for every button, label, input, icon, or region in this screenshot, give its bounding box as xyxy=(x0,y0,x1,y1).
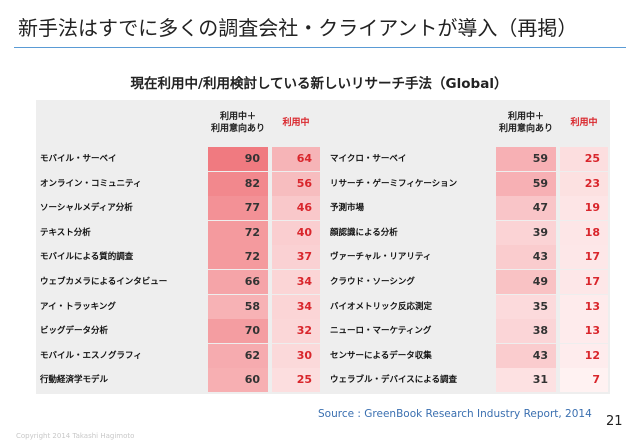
method-label: ヴァーチャル・リアリティ xyxy=(330,252,432,263)
value-using-or-planning: 31 xyxy=(496,368,556,393)
header-using-label: 利用中 xyxy=(570,118,598,128)
header-using-or-planning-label: 利用中＋ 利用意向あり xyxy=(210,112,265,134)
value-using-or-planning: 90 xyxy=(208,147,268,171)
title-divider xyxy=(14,47,626,48)
value-using: 18 xyxy=(560,220,608,245)
methods-table: 利用中＋ 利用意向あり 利用中 モバイル・サーベイ 90 64 オンライン・コミュニテ… xyxy=(36,100,610,394)
method-label: ビッグデータ分析 xyxy=(40,326,109,337)
value-using-or-planning: 38 xyxy=(496,319,556,344)
value-using-or-planning: 59 xyxy=(496,171,556,196)
header-using: 利用中 xyxy=(560,100,608,146)
table-row: 顔認識による分析 39 18 xyxy=(326,220,610,246)
value-using: 34 xyxy=(272,270,320,294)
value-using: 25 xyxy=(272,368,320,393)
table-row: ウェブカメラによるインタビュー 66 34 xyxy=(36,269,322,295)
value-using: 56 xyxy=(272,171,320,196)
value-using: 34 xyxy=(272,294,320,319)
value-using-or-planning: 77 xyxy=(208,196,268,221)
method-label: バイオメトリック反応測定 xyxy=(330,301,433,312)
method-label: センサーによるデータ収集 xyxy=(330,350,432,361)
table-row: ヴァーチャル・リアリティ 43 17 xyxy=(326,244,610,270)
copyright-notice: Copyright 2014 Takashi Hagimoto xyxy=(16,432,135,440)
value-using-or-planning: 70 xyxy=(208,319,268,344)
method-label: ニューロ・マーケティング xyxy=(330,326,432,337)
value-using: 13 xyxy=(560,319,608,344)
header-using-or-planning: 利用中＋ 利用意向あり xyxy=(496,100,556,146)
method-label: クラウド・ソーシング xyxy=(330,277,415,287)
value-using-or-planning: 43 xyxy=(496,245,556,270)
value-using-or-planning: 82 xyxy=(208,171,268,196)
method-label: 予測市場 xyxy=(330,203,365,214)
value-using: 19 xyxy=(560,196,608,221)
value-using-or-planning: 39 xyxy=(496,220,556,245)
method-label: モバイル・エスノグラフィ xyxy=(40,350,142,361)
value-using-or-planning: 60 xyxy=(208,368,268,393)
value-using: 7 xyxy=(560,368,608,393)
table-row: アイ・トラッキング 58 34 xyxy=(36,294,322,320)
method-label: アイ・トラッキング xyxy=(40,301,116,312)
value-using: 17 xyxy=(560,245,608,270)
value-using-or-planning: 49 xyxy=(496,270,556,294)
table-row: ニューロ・マーケティング 38 13 xyxy=(326,318,610,344)
value-using-or-planning: 66 xyxy=(208,270,268,294)
value-using: 25 xyxy=(560,147,608,171)
method-label: ウェブカメラによるインタビュー xyxy=(40,277,168,287)
value-using: 12 xyxy=(560,343,608,368)
table-row: テキスト分析 72 40 xyxy=(36,220,322,246)
source-citation: Source : GreenBook Research Industry Rep… xyxy=(318,408,592,420)
table-row: モバイル・サーベイ 90 64 xyxy=(36,146,322,172)
table-row: モバイルによる質的調査 72 37 xyxy=(36,244,322,270)
table-row: ソーシャルメディア分析 77 46 xyxy=(36,195,322,221)
value-using-or-planning: 62 xyxy=(208,343,268,368)
header-using-label: 利用中 xyxy=(282,118,310,128)
method-label: オンライン・コミュニティ xyxy=(40,178,142,189)
method-label: 顔認識による分析 xyxy=(330,227,398,238)
value-using: 46 xyxy=(272,196,320,221)
page-number: 21 xyxy=(606,414,623,429)
header-using-or-planning: 利用中＋ 利用意向あり xyxy=(208,100,268,146)
value-using-or-planning: 72 xyxy=(208,245,268,270)
table-row: センサーによるデータ収集 43 12 xyxy=(326,343,610,369)
value-using-or-planning: 35 xyxy=(496,294,556,319)
header-using-or-planning-label: 利用中＋ 利用意向あり xyxy=(498,112,553,134)
table-row: ウェラブル・デバイスによる調査 31 7 xyxy=(326,367,610,393)
value-using: 30 xyxy=(272,343,320,368)
value-using: 23 xyxy=(560,171,608,196)
value-using: 37 xyxy=(272,245,320,270)
table-row: オンライン・コミュニティ 82 56 xyxy=(36,171,322,197)
table-left-half: 利用中＋ 利用意向あり 利用中 モバイル・サーベイ 90 64 オンライン・コミュニテ… xyxy=(36,100,322,394)
table-row: マイクロ・サーベイ 59 25 xyxy=(326,146,610,172)
table-row: 予測市場 47 19 xyxy=(326,195,610,221)
table-row: クラウド・ソーシング 49 17 xyxy=(326,269,610,295)
value-using-or-planning: 47 xyxy=(496,196,556,221)
value-using: 17 xyxy=(560,270,608,294)
method-label: モバイル・サーベイ xyxy=(40,154,117,164)
value-using: 32 xyxy=(272,319,320,344)
slide-subtitle: 現在利用中/利用検討している新しいリサーチ手法（Global） xyxy=(130,76,508,92)
value-using: 64 xyxy=(272,147,320,171)
header-using: 利用中 xyxy=(272,100,320,146)
method-label: ウェラブル・デバイスによる調査 xyxy=(330,375,457,386)
table-row: ビッグデータ分析 70 32 xyxy=(36,318,322,344)
method-label: モバイルによる質的調査 xyxy=(40,252,134,263)
value-using-or-planning: 58 xyxy=(208,294,268,319)
method-label: 行動経済学モデル xyxy=(40,375,109,386)
method-label: リサーチ・ゲーミフィケーション xyxy=(330,178,458,189)
table-row: バイオメトリック反応測定 35 13 xyxy=(326,294,610,320)
method-label: マイクロ・サーベイ xyxy=(330,154,407,164)
value-using: 40 xyxy=(272,220,320,245)
value-using-or-planning: 43 xyxy=(496,343,556,368)
table-row: リサーチ・ゲーミフィケーション 59 23 xyxy=(326,171,610,197)
value-using-or-planning: 59 xyxy=(496,147,556,171)
value-using: 13 xyxy=(560,294,608,319)
table-row: モバイル・エスノグラフィ 62 30 xyxy=(36,343,322,369)
table-row: 行動経済学モデル 60 25 xyxy=(36,367,322,393)
slide-title: 新手法はすでに多くの調査会社・クライアントが導入（再掲） xyxy=(18,16,578,40)
method-label: ソーシャルメディア分析 xyxy=(40,203,133,214)
value-using-or-planning: 72 xyxy=(208,220,268,245)
table-right-half: 利用中＋ 利用意向あり 利用中 マイクロ・サーベイ 59 25 リサーチ・ゲーミフィケ… xyxy=(326,100,610,394)
method-label: テキスト分析 xyxy=(40,227,91,238)
